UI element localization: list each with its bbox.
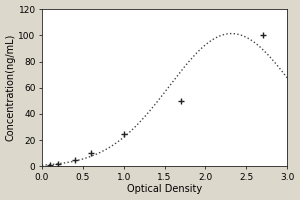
Point: [260, 34, 265, 37]
Point: [48, 164, 52, 167]
Point: [121, 132, 126, 135]
Point: [72, 158, 77, 161]
Point: [56, 162, 61, 165]
X-axis label: Optical Density: Optical Density: [127, 184, 202, 194]
Point: [88, 152, 93, 155]
Y-axis label: Concentration(ng/mL): Concentration(ng/mL): [6, 34, 16, 141]
Point: [178, 99, 183, 102]
